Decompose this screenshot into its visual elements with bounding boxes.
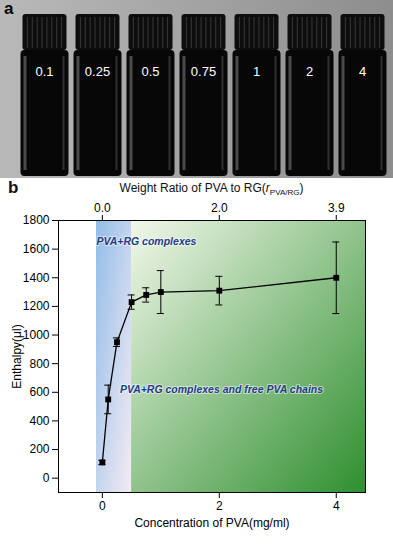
svg-text:0.1: 0.1 — [35, 64, 53, 79]
svg-text:a: a — [4, 0, 14, 18]
svg-text:400: 400 — [29, 414, 49, 428]
svg-text:0.5: 0.5 — [141, 64, 159, 79]
svg-text:PVA+RG complexes and free PVA: PVA+RG complexes and free PVA chains — [120, 383, 323, 395]
svg-text:2: 2 — [216, 499, 223, 513]
svg-text:0.75: 0.75 — [191, 64, 216, 79]
svg-text:4: 4 — [359, 64, 366, 79]
html-text:Weight Ratio of PVA to RG(rPVA: Weight Ratio of PVA to RG(rPVA/RG) — [119, 181, 304, 198]
svg-text:1600: 1600 — [23, 242, 50, 256]
svg-text:0.0: 0.0 — [94, 201, 111, 215]
svg-text:Enthalpy(μl): Enthalpy(μl) — [10, 324, 24, 388]
svg-text:2.0: 2.0 — [211, 201, 228, 215]
svg-text:Concentration of PVA(mg/ml): Concentration of PVA(mg/ml) — [134, 516, 289, 530]
svg-text:2: 2 — [306, 64, 313, 79]
svg-text:0: 0 — [43, 471, 50, 485]
svg-text:1: 1 — [253, 64, 260, 79]
svg-text:200: 200 — [29, 442, 49, 456]
svg-text:1000: 1000 — [23, 328, 50, 342]
svg-text:800: 800 — [29, 356, 49, 370]
svg-text:0.25: 0.25 — [85, 64, 110, 79]
svg-text:PVA+RG complexes: PVA+RG complexes — [97, 235, 197, 247]
svg-text:1400: 1400 — [23, 271, 50, 285]
svg-text:4: 4 — [333, 499, 340, 513]
svg-text:1800: 1800 — [23, 213, 50, 227]
svg-text:1200: 1200 — [23, 299, 50, 313]
svg-text:3.9: 3.9 — [328, 201, 345, 215]
svg-text:0: 0 — [99, 499, 106, 513]
svg-text:600: 600 — [29, 385, 49, 399]
html-text:b: b — [8, 178, 19, 197]
